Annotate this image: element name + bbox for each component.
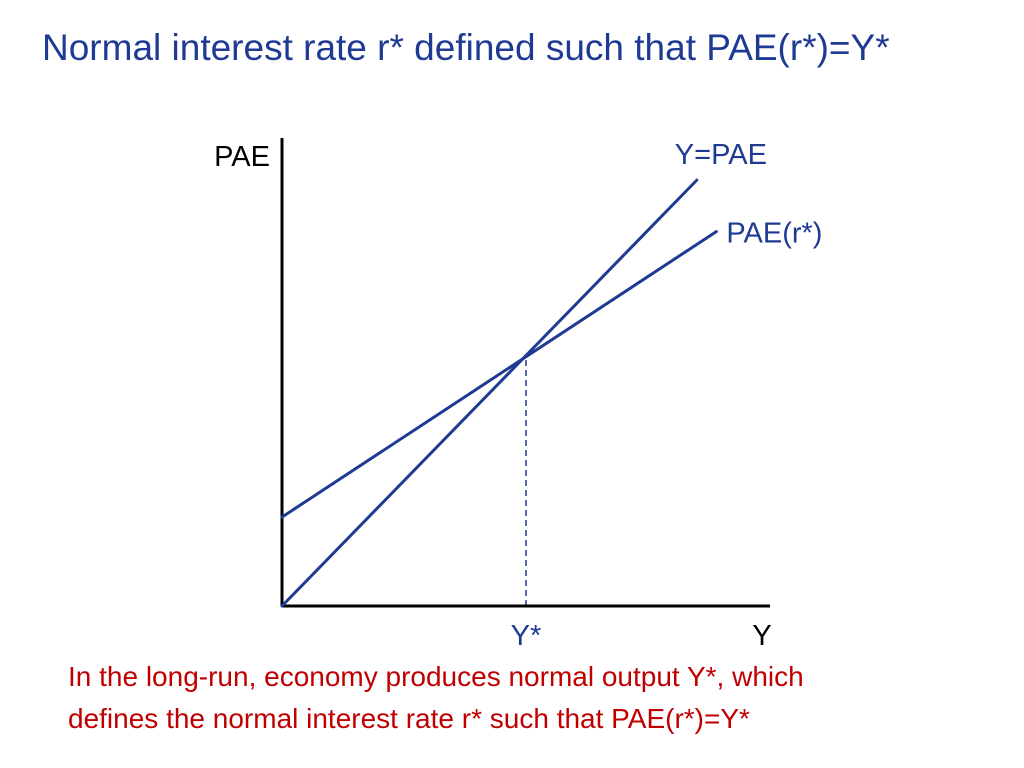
caption-line-2: defines the normal interest rate r* such… <box>68 703 750 734</box>
series-label-1: Y=PAE <box>675 139 767 171</box>
y-axis-label: PAE <box>214 141 270 173</box>
slide-title: Normal interest rate r* defined such tha… <box>42 27 890 68</box>
caption-line-1: In the long-run, economy produces normal… <box>68 661 804 692</box>
x-tick-label-ystar: Y* <box>511 620 542 652</box>
caption: In the long-run, economy produces normal… <box>68 656 1008 740</box>
series-line-2 <box>280 230 718 519</box>
series-label-2: PAE(r*) <box>726 217 822 249</box>
series-line-1 <box>280 178 699 608</box>
x-axis-label: Y <box>752 620 771 652</box>
